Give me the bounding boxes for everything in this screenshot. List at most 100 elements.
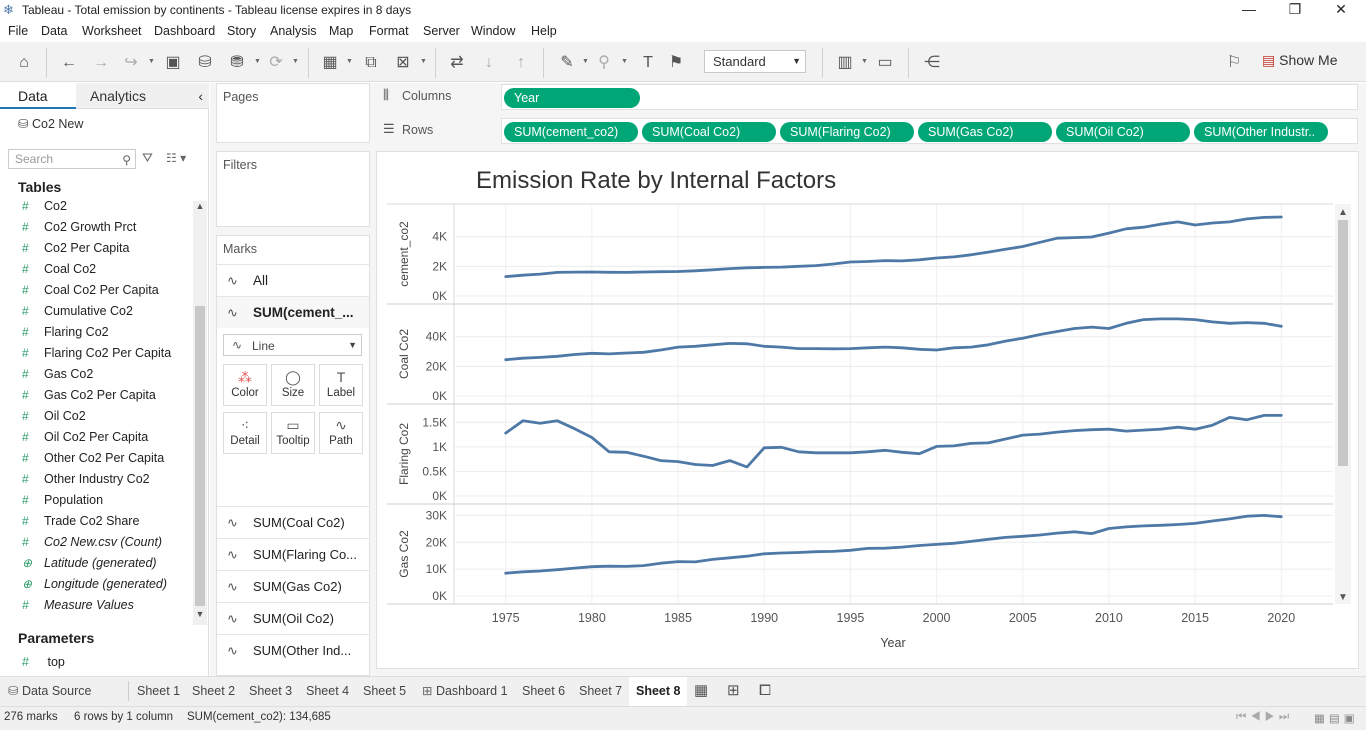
- marks-coal-row[interactable]: ∿ SUM(Coal Co2): [217, 506, 369, 538]
- menu-analysis[interactable]: Analysis: [270, 24, 317, 38]
- path-button[interactable]: ∿ Path: [319, 412, 363, 454]
- sheet-nav-icons[interactable]: ⏮◀▶⏭: [1236, 711, 1294, 723]
- tab-dashboard-1[interactable]: ⊞ Dashboard 1: [422, 677, 508, 707]
- clear-sheet-icon[interactable]: ⊠: [396, 54, 410, 71]
- marks-all-row[interactable]: ∿ All: [217, 264, 369, 296]
- field-item[interactable]: # Co2 Growth Prct: [22, 220, 136, 241]
- share-icon[interactable]: ⋲: [924, 54, 940, 71]
- show-mark-labels-icon[interactable]: T: [643, 54, 653, 71]
- chevron-down-icon[interactable]: ▼: [148, 58, 155, 65]
- tab-data-source[interactable]: ⛁ Data Source: [8, 677, 91, 707]
- restore-button[interactable]: ❐: [1288, 1, 1302, 17]
- highlight-icon[interactable]: ✎: [560, 54, 574, 71]
- minimize-button[interactable]: —: [1242, 1, 1256, 17]
- pin-icon[interactable]: ⚑: [668, 54, 684, 71]
- save-icon[interactable]: ▣: [165, 54, 181, 71]
- marks-other-row[interactable]: ∿ SUM(Other Ind...: [217, 634, 369, 666]
- chevron-down-icon[interactable]: ▼: [621, 58, 628, 65]
- size-button[interactable]: ◯ Size: [271, 364, 315, 406]
- chevron-down-icon[interactable]: ▼: [292, 58, 299, 65]
- tab-sheet-5[interactable]: Sheet 5: [363, 684, 407, 698]
- chevron-down-icon[interactable]: ▼: [582, 58, 589, 65]
- menu-window[interactable]: Window: [471, 24, 516, 38]
- show-me-button[interactable]: ▤ Show Me: [1262, 52, 1337, 69]
- home-icon[interactable]: ⌂: [19, 54, 29, 71]
- fit-select[interactable]: Standard ▼: [704, 50, 806, 73]
- tab-sheet-4[interactable]: Sheet 4: [306, 684, 350, 698]
- field-item[interactable]: # Co2 New.csv (Count): [22, 535, 162, 556]
- detail-button[interactable]: ⁖ Detail: [223, 412, 267, 454]
- field-item[interactable]: # Gas Co2: [22, 367, 93, 388]
- menu-story[interactable]: Story: [227, 24, 257, 38]
- filter-icon[interactable]: ⛛: [142, 150, 153, 165]
- menu-data[interactable]: Data: [41, 24, 68, 38]
- format-painter-icon[interactable]: ⚐: [1226, 54, 1242, 71]
- tab-analytics[interactable]: Analytics ‹: [76, 83, 209, 109]
- menu-map[interactable]: Map: [329, 24, 354, 38]
- tab-sheet-1[interactable]: Sheet 1: [137, 684, 181, 698]
- marks-flaring-row[interactable]: ∿ SUM(Flaring Co...: [217, 538, 369, 570]
- view-mode-icons[interactable]: ▦▤▣: [1314, 713, 1359, 725]
- presentation-mode-icon[interactable]: ▭: [877, 54, 893, 71]
- rows-drop-zone[interactable]: SUM(cement_co2) SUM(Coal Co2) SUM(Flarin…: [501, 118, 1358, 144]
- collapse-pane-icon[interactable]: ‹: [198, 88, 203, 104]
- replay-icon[interactable]: ↪: [124, 54, 138, 71]
- tab-sheet-7[interactable]: Sheet 7: [579, 684, 623, 698]
- scrollbar-thumb[interactable]: [195, 306, 205, 606]
- pill-year[interactable]: Year: [504, 88, 640, 108]
- new-dashboard-icon[interactable]: ⊞: [727, 682, 740, 699]
- field-item[interactable]: # Measure Values: [22, 598, 134, 619]
- new-datasource-icon[interactable]: ⛁: [198, 54, 212, 71]
- viz-canvas[interactable]: Emission Rate by Internal Factors 0K 2K 4K c…: [376, 151, 1359, 669]
- tab-sheet-8[interactable]: Sheet 8: [629, 677, 688, 707]
- label-button[interactable]: T Label: [319, 364, 363, 406]
- tab-sheet-6[interactable]: Sheet 6: [522, 684, 566, 698]
- field-item[interactable]: # Oil Co2: [22, 409, 86, 430]
- chevron-down-icon[interactable]: ▼: [420, 58, 427, 65]
- duplicate-sheet-icon[interactable]: ⧉: [365, 54, 377, 71]
- field-item[interactable]: # Coal Co2: [22, 262, 96, 283]
- marks-current-row[interactable]: ∿ SUM(cement_...: [217, 296, 369, 328]
- sort-descending-icon[interactable]: ↑: [517, 54, 525, 71]
- group-members-icon[interactable]: ⚲: [598, 54, 610, 71]
- field-item[interactable]: # Other Co2 Per Capita: [22, 451, 164, 472]
- field-item[interactable]: ⊕ Longitude (generated): [22, 577, 167, 598]
- field-item[interactable]: # Trade Co2 Share: [22, 514, 139, 535]
- columns-drop-zone[interactable]: Year: [501, 84, 1358, 110]
- pill-flaring[interactable]: SUM(Flaring Co2): [780, 122, 914, 142]
- field-item[interactable]: # Cumulative Co2: [22, 304, 133, 325]
- sort-ascending-icon[interactable]: ↓: [485, 54, 493, 71]
- close-button[interactable]: ✕: [1335, 1, 1347, 17]
- field-item[interactable]: # Flaring Co2: [22, 325, 109, 346]
- pages-card[interactable]: Pages: [216, 83, 370, 143]
- view-list-icon[interactable]: ☷ ▾: [166, 151, 187, 165]
- new-worksheet-icon[interactable]: ▦: [322, 54, 338, 71]
- tab-data[interactable]: Data: [0, 83, 76, 109]
- menu-file[interactable]: File: [8, 24, 29, 38]
- pill-cement[interactable]: SUM(cement_co2): [504, 122, 638, 142]
- pill-coal[interactable]: SUM(Coal Co2): [642, 122, 776, 142]
- swap-rows-columns-icon[interactable]: ⇄: [450, 54, 464, 71]
- undo-icon[interactable]: ←: [61, 54, 77, 71]
- marks-oil-row[interactable]: ∿ SUM(Oil Co2): [217, 602, 369, 634]
- menu-help[interactable]: Help: [531, 24, 557, 38]
- chevron-down-icon[interactable]: ▼: [346, 58, 353, 65]
- field-list-scrollbar[interactable]: ▲ ▼: [193, 201, 207, 625]
- field-item[interactable]: # Co2 Per Capita: [22, 241, 129, 262]
- field-item[interactable]: # Gas Co2 Per Capita: [22, 388, 156, 409]
- menu-server[interactable]: Server: [423, 24, 460, 38]
- field-item[interactable]: # Co2: [22, 199, 67, 220]
- menu-worksheet[interactable]: Worksheet: [82, 24, 142, 38]
- pill-gas[interactable]: SUM(Gas Co2): [918, 122, 1052, 142]
- field-item[interactable]: # Coal Co2 Per Capita: [22, 283, 159, 304]
- field-item[interactable]: # Flaring Co2 Per Capita: [22, 346, 171, 367]
- search-input[interactable]: Search ⚲: [8, 149, 136, 169]
- new-worksheet-icon[interactable]: ▦: [694, 682, 709, 699]
- tab-sheet-3[interactable]: Sheet 3: [249, 684, 293, 698]
- field-item[interactable]: # Population: [22, 493, 103, 514]
- new-story-icon[interactable]: ⧠: [759, 682, 772, 699]
- pause-updates-icon[interactable]: ⛃: [230, 54, 244, 71]
- menu-dashboard[interactable]: Dashboard: [154, 24, 216, 38]
- parameter-item[interactable]: # top: [22, 655, 65, 669]
- tab-sheet-2[interactable]: Sheet 2: [192, 684, 236, 698]
